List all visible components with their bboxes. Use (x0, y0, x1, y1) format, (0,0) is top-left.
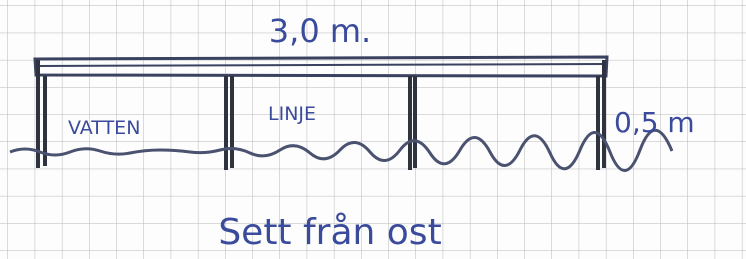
section-label: LINJE (268, 103, 316, 125)
top-dimension: 3,0 m. (269, 12, 371, 50)
caption: Sett från ost (218, 212, 441, 253)
sketch: 3,0 m. VATTEN LINJE 0,5 m Sett från ost (0, 0, 746, 259)
section-label: VATTEN (68, 117, 140, 139)
page: {"dimension": {"top_label": "3,0 m.", "s… (0, 0, 746, 259)
side-dimension: 0,5 m (614, 106, 695, 139)
